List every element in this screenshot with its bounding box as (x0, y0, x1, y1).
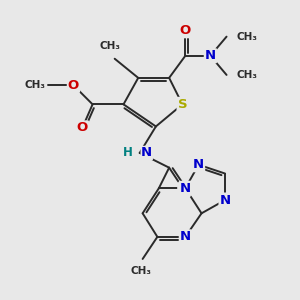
Text: O: O (180, 24, 191, 37)
Text: N: N (180, 230, 191, 243)
Text: O: O (178, 183, 190, 196)
Text: N: N (141, 146, 152, 159)
Text: S: S (178, 98, 187, 111)
Text: N: N (220, 194, 231, 207)
Text: O: O (77, 122, 88, 134)
Text: N: N (180, 182, 191, 195)
Text: CH₃: CH₃ (131, 266, 152, 276)
Text: N: N (193, 158, 204, 171)
Text: CH₃: CH₃ (100, 41, 121, 51)
Text: CH₃: CH₃ (25, 80, 46, 90)
Text: CH₃: CH₃ (237, 70, 258, 80)
Text: H: H (123, 146, 133, 159)
Text: CH₃: CH₃ (237, 32, 258, 42)
Text: O: O (68, 79, 79, 92)
Text: N: N (205, 49, 216, 62)
